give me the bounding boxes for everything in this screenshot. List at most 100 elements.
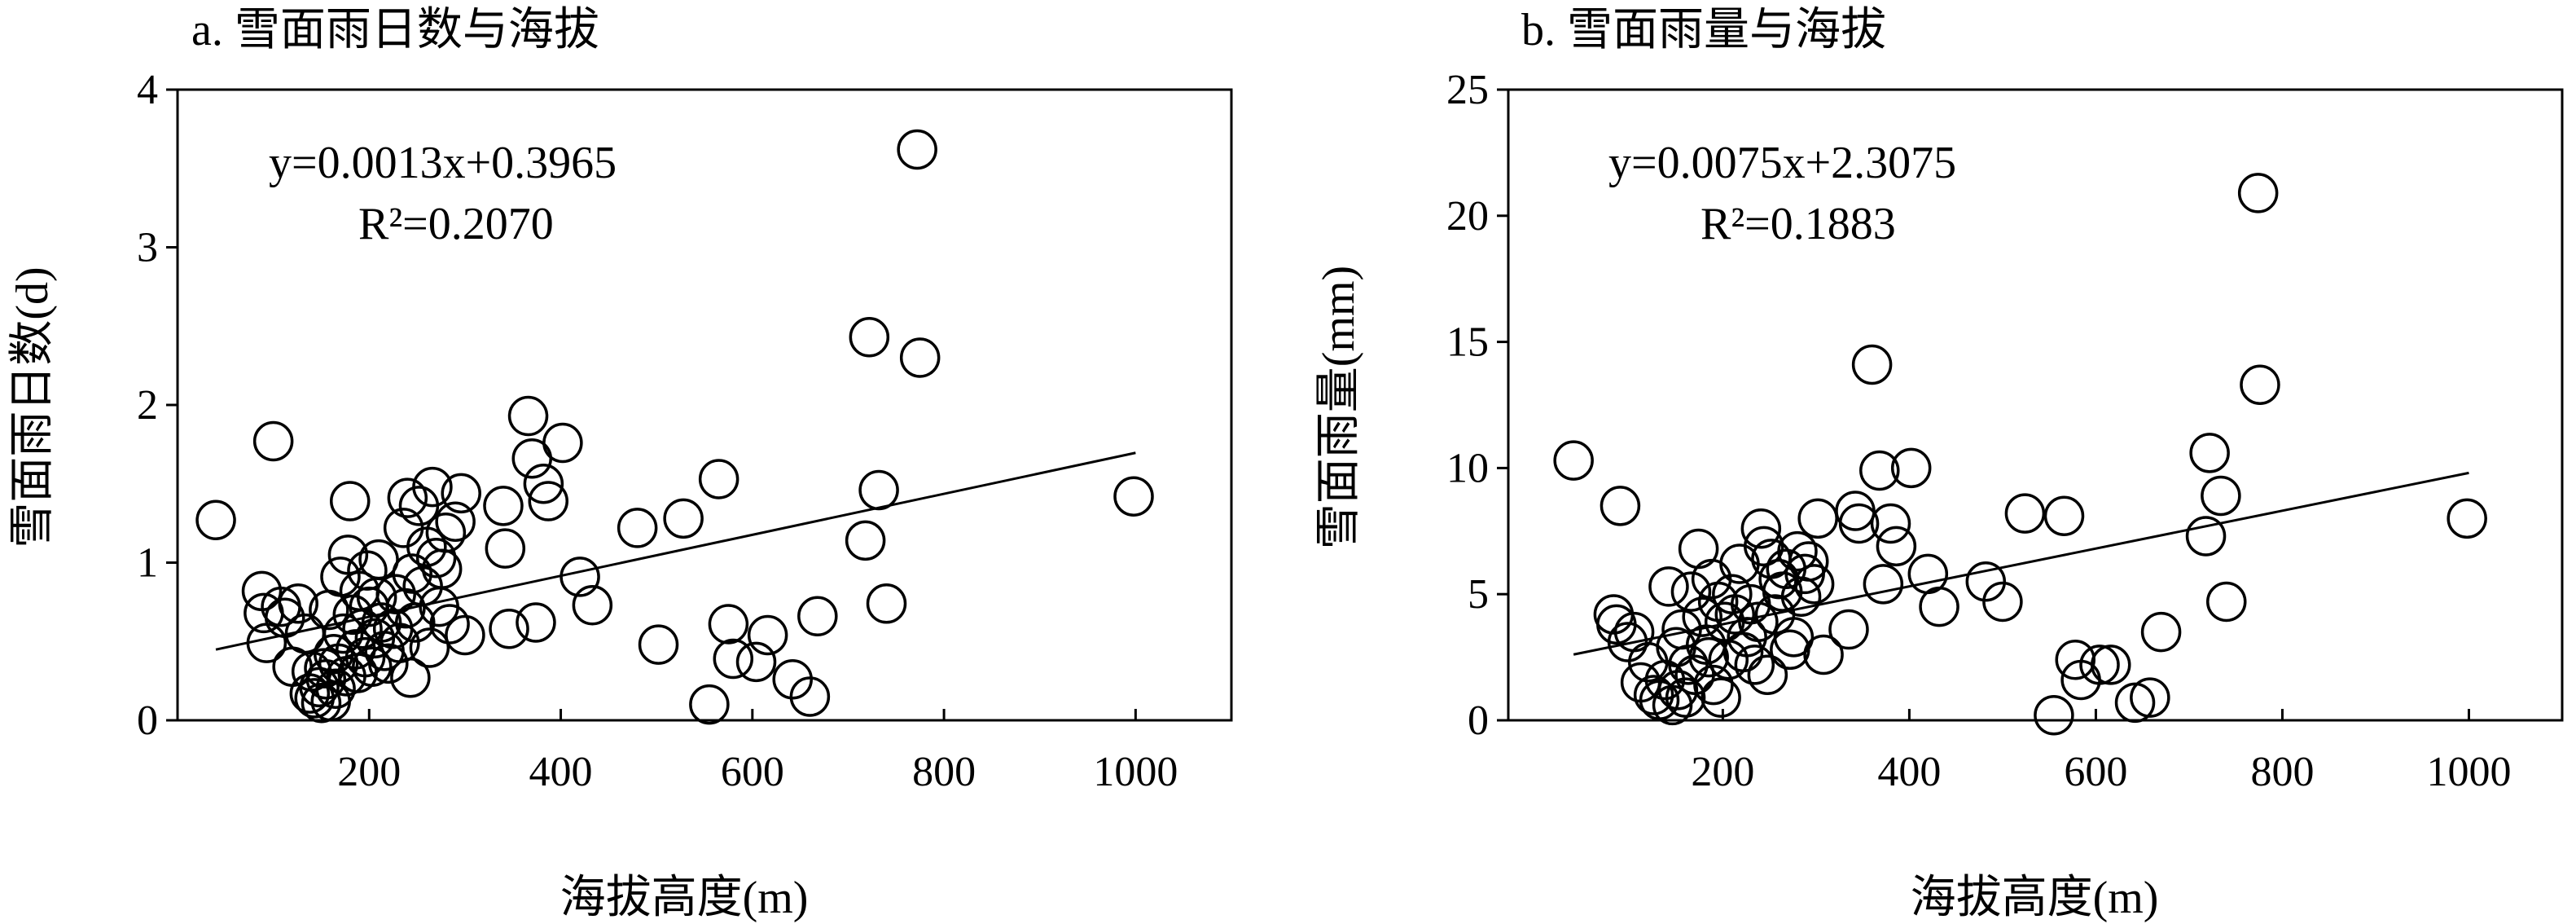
panel-a-data-point [747,614,788,656]
panel-b-data-point [1607,622,1648,662]
panel-a-data-point [323,613,364,654]
panel-b-y-tick-label: 5 [1468,571,1489,618]
panel-a-data-point [735,641,777,683]
panel-b-data-point [2206,581,2247,623]
panel-b-r-squared: R²=0.1883 [1701,199,1896,249]
panel-a-data-point [375,574,416,614]
panel-a-y-tick-label: 4 [137,67,158,113]
panel-b-y-tick-label: 25 [1446,67,1489,113]
panel-a-y-label: 雪面雨日数(d) [7,266,58,548]
panel-b-data-point [2189,433,2230,473]
panel-b-data-point [2140,611,2182,653]
panel-b-data-point [1797,498,1838,539]
panel-a-data-point [485,528,526,569]
panel-b-data-point [1982,581,2023,623]
panel-a-data-point [265,597,305,638]
panel-a-days-vs-altitude: a. 雪面雨日数与海拔 0 1 2 3 4 200 400 600 800 1000 y=0.0… [7,5,1233,923]
panel-a-data-point [483,486,524,526]
panel-a-data-point [278,583,318,624]
panel-b-data-point [1633,675,1674,715]
panel-a-data-point [390,658,431,698]
panel-b-y-label: 雪面雨量(mm) [1314,266,1364,549]
panel-a-x-tick-label: 200 [337,749,401,795]
panel-a-x-tick-label: 400 [529,749,593,795]
panel-b-data-point [1876,526,1917,567]
panel-b-data-point [1828,609,1869,650]
panel-b-x-tick-label: 1000 [2426,749,2511,795]
panel-a-data-point [435,501,476,542]
panel-b-amount-vs-altitude: b. 雪面雨量与海拔 0 5 10 15 20 25 200 400 600 800 1000 y… [1314,5,2564,923]
panel-b-data-point [1648,566,1689,607]
panel-a-data-point [528,481,569,521]
panel-b-data-point [2237,173,2279,213]
panel-b-data-point [1553,440,1594,481]
panel-b-y-tick-label: 15 [1446,319,1489,366]
panel-b-data-point [1693,664,1734,706]
panel-a-data-point [858,469,899,511]
panel-a-data-point [617,508,658,548]
panel-b-data-point [1691,558,1732,600]
panel-a-points [195,129,1154,725]
panel-b-data-point [2043,495,2085,536]
panel-a-data-point [415,537,457,579]
panel-a-data-point [516,602,556,643]
panel-a-data-point [663,498,704,539]
panel-a-data-point [392,553,432,594]
panel-b-title: b. 雪面雨量与海拔 [1521,5,1886,55]
panel-a-y-tick-label: 0 [137,697,158,744]
panel-a-data-point [689,684,730,725]
panel-b-data-point [1734,645,1775,685]
panel-a-data-point [897,129,937,170]
panel-a-data-point [797,596,838,637]
panel-a-data-point [358,539,399,580]
panel-a-data-point [713,638,754,680]
panel-b-data-point [1678,528,1719,570]
panel-a-data-point [246,623,287,663]
panel-a-data-point [708,604,749,645]
panel-a-y-tick-label: 2 [137,382,158,429]
panel-a-equation: y=0.0013x+0.3965 [269,138,617,188]
panel-a-x-tick-label: 600 [721,749,784,795]
panel-a-data-point [252,420,294,462]
panel-a-data-point [289,673,331,714]
panel-b-data-point [1835,491,1876,531]
panel-b-data-point [2004,493,2046,534]
panel-b-data-point [1747,654,1788,696]
panel-a-data-point [387,477,428,518]
panel-b-data-point [1870,503,1911,544]
panel-a-data-point [489,609,529,649]
panel-b-data-point [1803,634,1844,675]
panel-a-data-point [899,337,941,378]
panel-b-data-point [2091,645,2131,685]
panel-a-data-point [344,636,386,678]
panel-b-data-point [2185,516,2227,557]
panel-a-data-point [429,604,470,645]
panel-a-data-point [425,512,467,553]
panel-a-data-point [412,466,453,508]
panel-a-data-point [352,646,393,687]
panel-b-x-tick-label: 800 [2250,749,2314,795]
panel-b-data-point [1682,596,1722,637]
panel-a-data-point [315,668,356,710]
panel-b-data-point [1919,586,1959,627]
panel-b-data-point [2034,695,2074,736]
panel-b-x-tick-label: 400 [1877,749,1941,795]
panel-a-x-label: 海拔高度(m) [560,873,809,923]
panel-a-y-tick-label: 1 [137,540,158,587]
panel-b-data-point [1965,561,2007,602]
panel-a-data-point [409,627,450,668]
panel-a-data-point [441,473,481,514]
panel-a-data-point [523,464,564,504]
panel-a-y-tick-label: 3 [137,225,158,271]
panel-a-data-point [195,499,236,541]
panel-a-x-tick-label: 800 [912,749,976,795]
panel-b-data-point [1701,677,1741,718]
panel-a-data-point [329,481,371,521]
panel-b-data-point [2079,645,2120,685]
panel-b-data-point [2114,682,2156,724]
panel-a-data-point [638,624,679,665]
panel-a-data-point [507,395,549,437]
panel-b-equation: y=0.0075x+2.3075 [1608,138,1956,188]
panel-b-x-tick-label: 600 [2064,749,2127,795]
